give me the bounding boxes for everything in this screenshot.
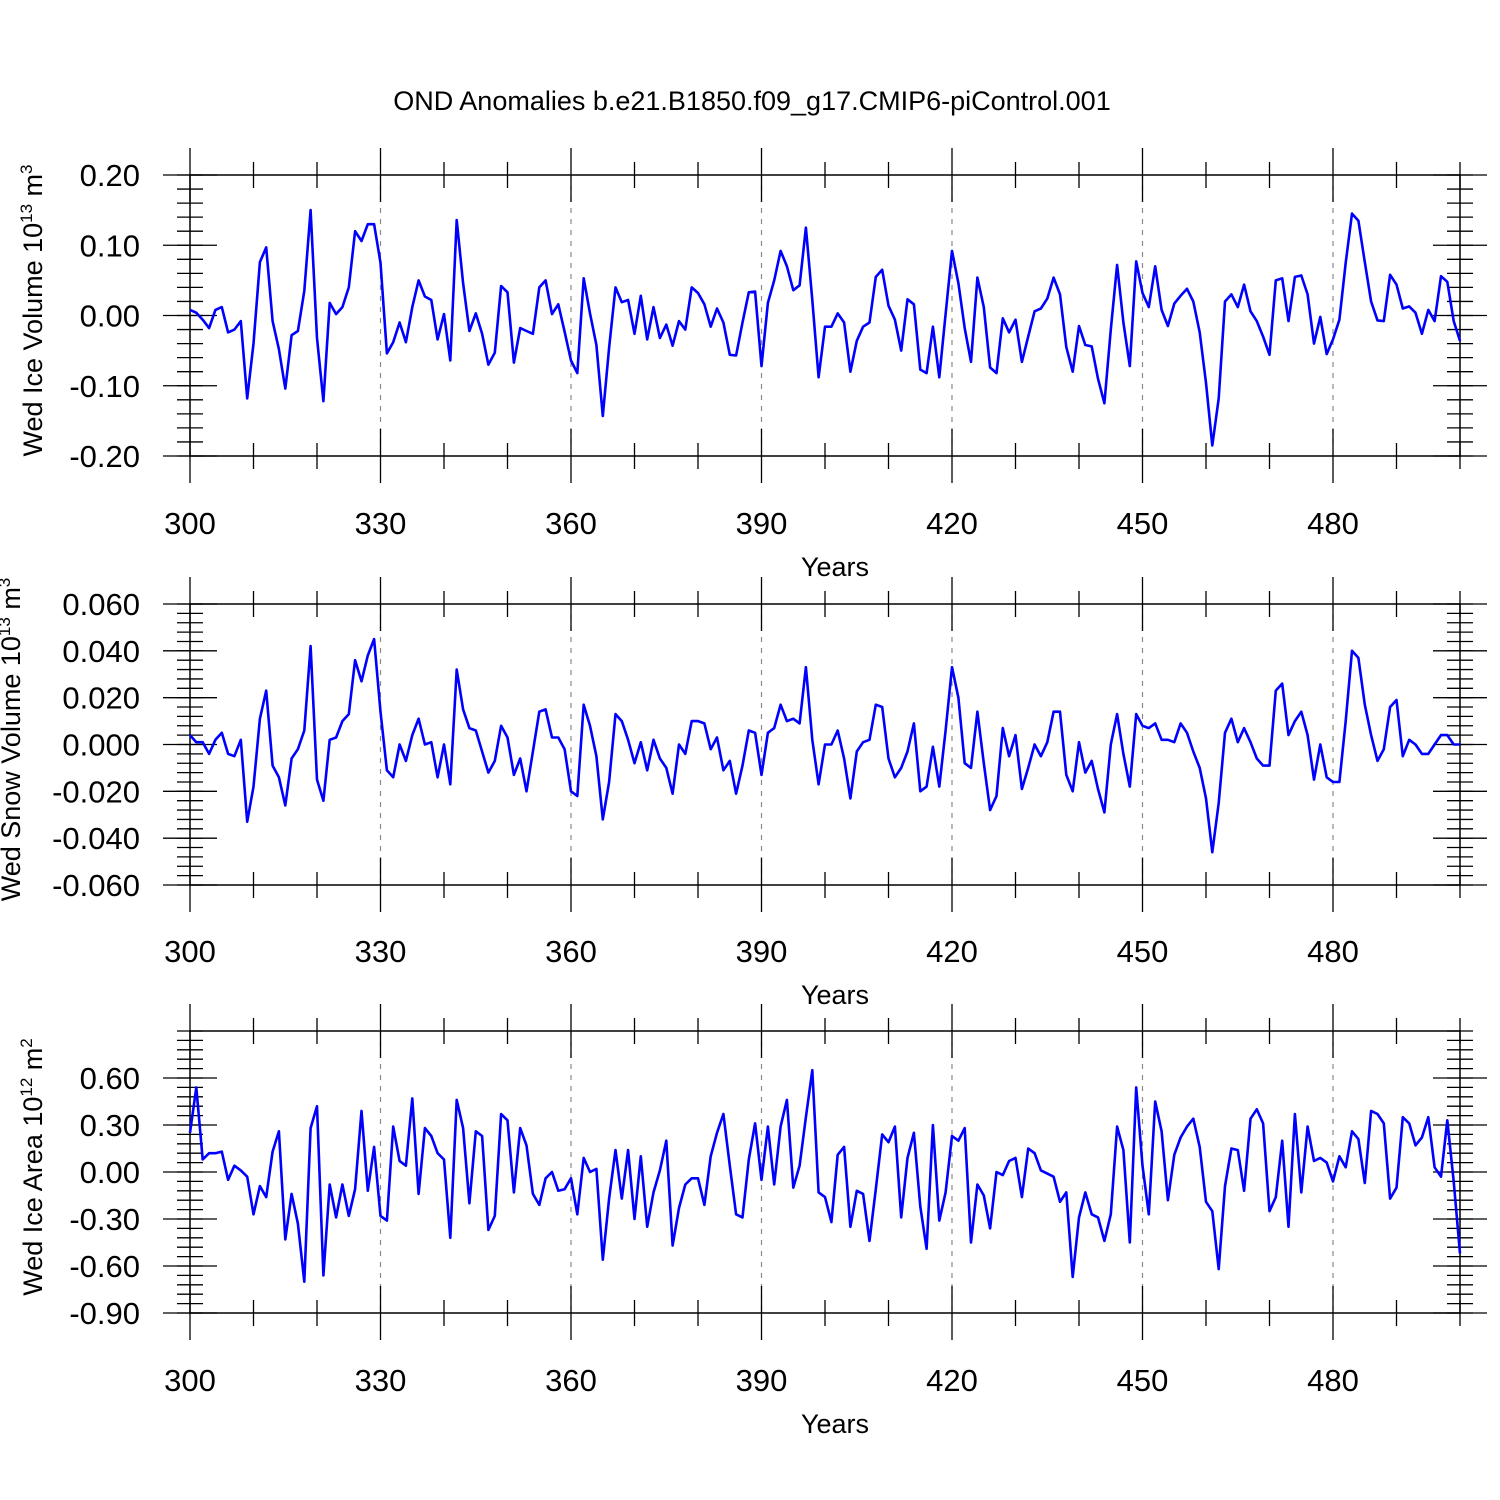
panel1-y-tick-label: -0.020	[52, 774, 140, 809]
panel2-x-tick-label: 330	[355, 1363, 407, 1398]
panel2-frame	[189, 1030, 1461, 1314]
panel1-y-tick-label: 0.060	[62, 587, 140, 622]
panel2-x-axis-label: Years	[801, 1409, 869, 1439]
panel2-x-tick-label: 360	[545, 1363, 597, 1398]
panel1-y-axis-label: Wed Snow Volume 1013 m3	[0, 578, 26, 902]
panel1-x-tick-label: 360	[545, 934, 597, 969]
panel1-y-axis-label-unit: m	[0, 587, 26, 617]
panel1-y-tick-label: -0.060	[52, 868, 140, 903]
panel1-x-tick-label: 330	[355, 934, 407, 969]
panel0-x-tick-label: 450	[1117, 506, 1169, 541]
panel-ice-volume: 300 330 360 390 420 450 480 0.20 0.10 0.00 -0.10 -0…	[17, 148, 1487, 582]
panel2-y-axis-label-text: Wed Ice Area 10	[18, 1097, 48, 1296]
panel0-y-tick-label: -0.10	[69, 369, 140, 404]
panel0-x-tick-label: 300	[164, 506, 216, 541]
panel2-y-axis-label-unit-exp: 2	[17, 1038, 36, 1047]
panel2-y-tick-label: -0.30	[69, 1202, 140, 1237]
panel0-frame	[189, 174, 1461, 457]
panel1-x-axis-label: Years	[801, 980, 869, 1010]
panel1-x-tick-label: 420	[926, 934, 978, 969]
panel2-y-tick-label: -0.60	[69, 1249, 140, 1284]
panel0-y-tick-label: 0.20	[80, 158, 140, 193]
panel2-y-tick-label: 0.30	[80, 1108, 140, 1143]
panel1-y-tick-label: 0.040	[62, 634, 140, 669]
panel2-y-tick-label: 0.00	[80, 1155, 140, 1190]
panel2-x-tick-label: 300	[164, 1363, 216, 1398]
panel0-y-axis-label-unit: m	[18, 174, 48, 204]
panel2-x-tick-label: 420	[926, 1363, 978, 1398]
panel1-y-axis-label-exp: 13	[0, 617, 14, 636]
panel0-y-axis-label: Wed Ice Volume 1013 m3	[17, 164, 48, 456]
panel0-y-axis-label-text: Wed Ice Volume 10	[18, 223, 48, 457]
panel2-y-tick-label: 0.60	[80, 1061, 140, 1096]
panel2-x-tick-label: 390	[736, 1363, 788, 1398]
panel0-y-axis-label-exp: 13	[17, 204, 36, 223]
chart-title: OND Anomalies b.e21.B1850.f09_g17.CMIP6-…	[393, 86, 1110, 116]
panel1-y-tick-label: 0.020	[62, 681, 140, 716]
panel1-y-axis-label-unit-exp: 3	[0, 578, 14, 587]
panel2-y-axis-label-unit: m	[18, 1048, 48, 1078]
panel1-x-tick-label: 450	[1117, 934, 1169, 969]
panel-snow-volume: 300 330 360 390 420 450 480 0.060 0.040 0.020 0.00…	[0, 577, 1487, 1010]
panel0-series-line	[189, 208, 1462, 447]
panel1-x-tick-label: 390	[736, 934, 788, 969]
panel1-series-line	[189, 637, 1460, 854]
panel0-y-tick-label: 0.10	[80, 228, 140, 263]
panel0-x-tick-label: 360	[545, 506, 597, 541]
panel1-y-axis-label-text: Wed Snow Volume 10	[0, 636, 26, 901]
panel2-y-tick-label: -0.90	[69, 1296, 140, 1331]
panel-ice-area: 300 330 360 390 420 450 480 0.60 0.30 0.00 -0.30 -0…	[17, 1004, 1487, 1439]
panel2-x-tick-label: 480	[1307, 1363, 1359, 1398]
panel0-x-tick-label: 330	[355, 506, 407, 541]
panel1-y-tick-label: -0.040	[52, 821, 140, 856]
panel2-x-tick-label: 450	[1117, 1363, 1169, 1398]
panel0-x-axis-label: Years	[801, 552, 869, 582]
panel0-x-tick-label: 480	[1307, 506, 1359, 541]
panel2-y-axis-label: Wed Ice Area 1012 m2	[17, 1038, 48, 1296]
panel0-x-tick-label: 390	[736, 506, 788, 541]
panel1-x-tick-label: 480	[1307, 934, 1359, 969]
panel0-x-tick-label: 420	[926, 506, 978, 541]
panel2-series-line	[188, 1068, 1462, 1283]
panel1-x-tick-label: 300	[164, 934, 216, 969]
panel0-y-axis-label-unit-exp: 3	[17, 164, 36, 173]
panel2-y-axis-label-exp: 12	[17, 1078, 36, 1097]
panel0-y-tick-label: 0.00	[80, 299, 140, 334]
panel0-y-tick-label: -0.20	[69, 439, 140, 474]
panel1-y-tick-label: 0.000	[62, 728, 140, 763]
